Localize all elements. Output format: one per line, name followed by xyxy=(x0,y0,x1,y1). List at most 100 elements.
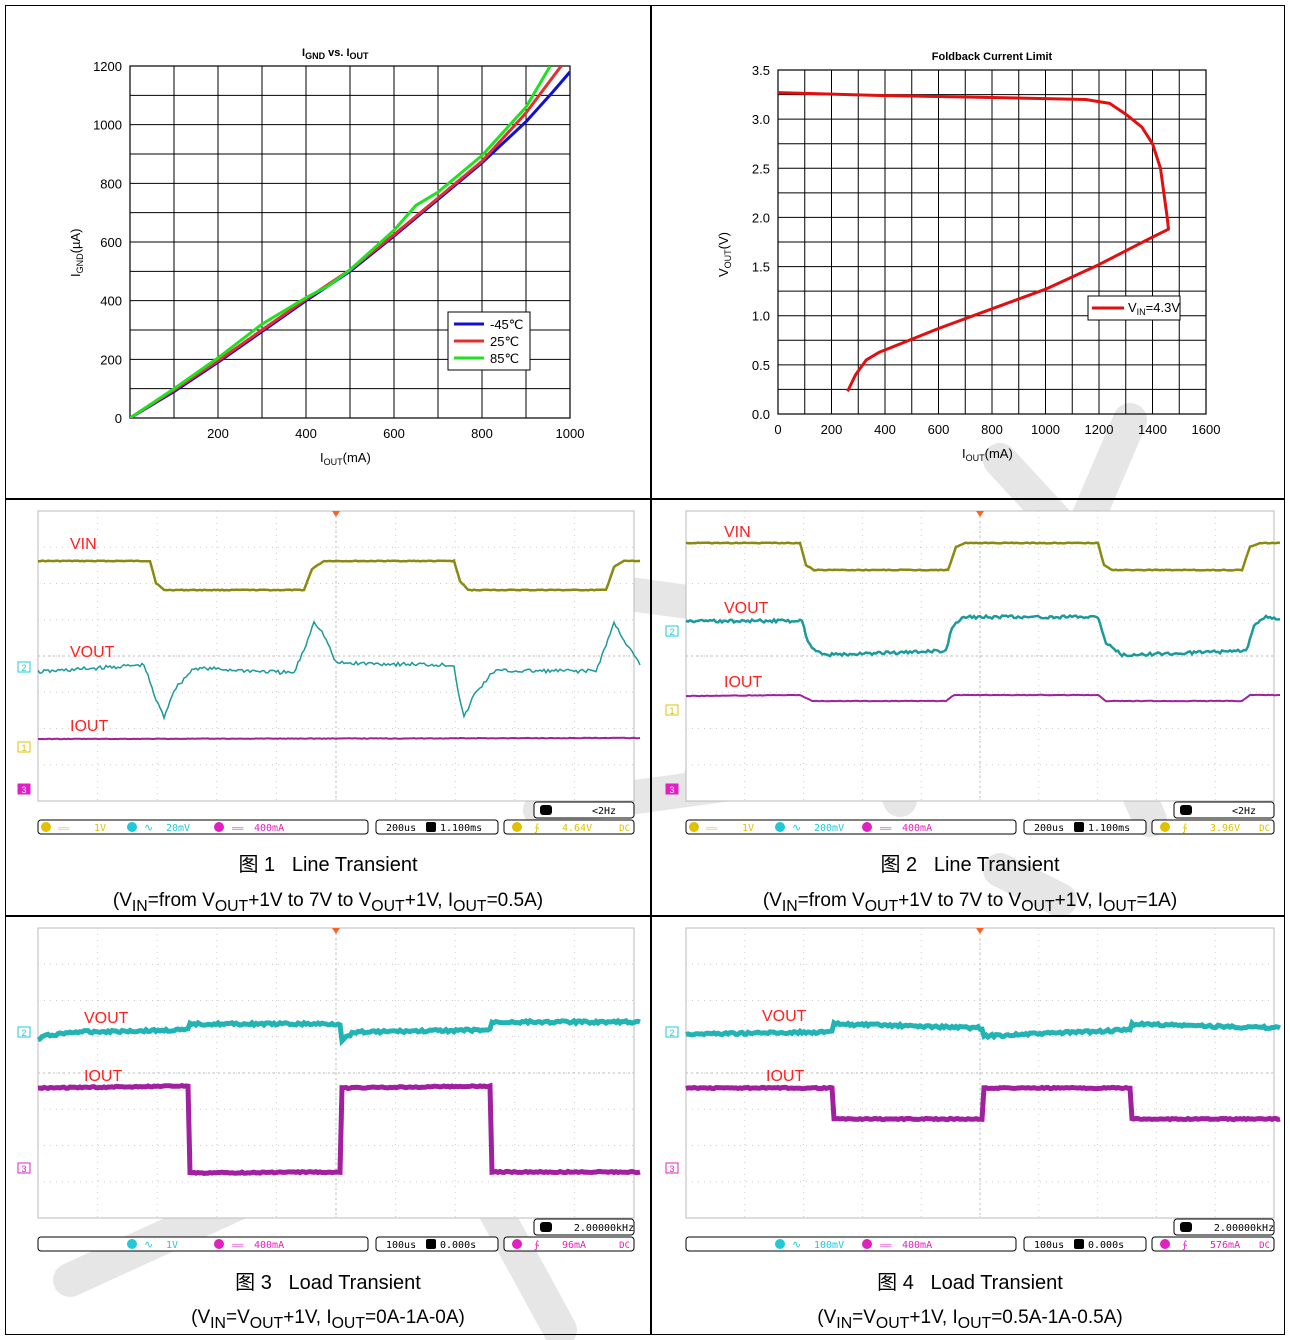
scope-trace xyxy=(685,693,1280,703)
series-line xyxy=(130,66,552,418)
x-axis-label: IOUT(mA) xyxy=(962,446,1013,463)
status-channels xyxy=(37,1236,369,1252)
x-tick-label: 1200 xyxy=(1085,422,1114,437)
trace-label: IOUT xyxy=(766,1068,804,1085)
scope-load-transient-4: 2 3 VOUT IOUT 2.00000kHz ∿ 100mV ══ 400mA 100us 0.… xyxy=(665,927,1282,1252)
status-channels xyxy=(685,819,1017,835)
channel-marker-number: 2 xyxy=(21,1028,26,1038)
y-axis-label-group: IGND(µA) xyxy=(68,229,85,277)
ch1-scale: 1V xyxy=(94,823,106,834)
trigger-coupling: DC xyxy=(619,824,630,834)
trace-label: VOUT xyxy=(84,1010,129,1027)
trace-label: VOUT xyxy=(70,644,115,661)
ch2-scale: 100mV xyxy=(814,1240,844,1251)
y-axis-label: VOUT(V) xyxy=(716,232,733,277)
x-axis-label: IOUT(mA) xyxy=(320,450,371,467)
trigger-slope-icon: ∱ xyxy=(534,823,540,834)
channel-marker-number: 2 xyxy=(669,1028,674,1038)
ch2-coupling: ∿ xyxy=(792,822,801,834)
trigger-level: 576mA xyxy=(1210,1240,1240,1251)
status-trigger xyxy=(503,819,635,835)
channel-marker xyxy=(17,783,31,795)
x-tick-label: 200 xyxy=(207,426,229,441)
y-tick-label: 400 xyxy=(100,294,122,309)
timebase-value: 200us xyxy=(386,823,416,834)
ch3-scale: 400mA xyxy=(902,1240,932,1251)
delay-value: 1.100ms xyxy=(1088,823,1130,834)
scope-line-transient-2: 2 1 3 VIN VOUT IOUT <2Hz ══ 1V ∿ 200mV ══ 400mA 200us… xyxy=(665,510,1281,835)
trigger-marker xyxy=(332,511,340,517)
freq-box xyxy=(1173,801,1275,819)
scope-trace xyxy=(685,1084,1281,1123)
ch2-icon xyxy=(127,822,137,832)
channel-marker-number: 2 xyxy=(21,663,26,673)
freq-icon xyxy=(540,805,552,815)
ch1-icon xyxy=(41,822,51,832)
legend-entry: -45℃ xyxy=(490,317,523,332)
x-tick-label: 1000 xyxy=(556,426,585,441)
x-tick-label: 1600 xyxy=(1192,422,1221,437)
scope-line-transient-1: 2 1 3 VIN VOUT IOUT <2Hz ══ 1V ∿ 20mV ══ 400mA 200us 1… xyxy=(17,510,641,835)
trigger-marker xyxy=(332,928,340,934)
ch2-icon xyxy=(127,1239,137,1249)
y-axis-label-group: VOUT(V) xyxy=(716,232,733,277)
channel-marker-number: 2 xyxy=(669,627,674,637)
trace-label: VOUT xyxy=(724,600,769,617)
caption-fig1-conditions: (VIN=from VOUT+1V to 7V to VOUT+1V, IOUT… xyxy=(112,890,544,915)
legend-entry: 25℃ xyxy=(490,334,519,349)
freq-box xyxy=(533,1218,635,1236)
x-tick-label: 600 xyxy=(383,426,405,441)
channel-marker xyxy=(665,625,679,637)
ch1-icon xyxy=(689,822,699,832)
trace-label: IOUT xyxy=(84,1068,122,1085)
x-tick-label: 600 xyxy=(928,422,950,437)
delay-icon xyxy=(1074,822,1084,832)
status-timebase xyxy=(1023,1236,1147,1252)
ch1-coupling: ══ xyxy=(705,824,718,833)
x-tick-label: 1400 xyxy=(1138,422,1167,437)
status-timebase xyxy=(1023,819,1147,835)
ch2-icon xyxy=(775,822,785,832)
freq-box xyxy=(1173,1218,1275,1236)
ch3-coupling: ══ xyxy=(879,1241,892,1250)
ch2-scale: 1V xyxy=(166,1240,178,1251)
ch3-coupling: ══ xyxy=(231,1241,244,1250)
scope-trace xyxy=(38,558,640,592)
y-tick-label: 0 xyxy=(115,411,122,426)
x-tick-label: 200 xyxy=(821,422,843,437)
timebase-value: 200us xyxy=(1034,823,1064,834)
caption-fig1: 图 1 Line Transient xyxy=(8,848,648,877)
trace-label: VIN xyxy=(70,536,97,553)
freq-value: 2.00000kHz xyxy=(1214,1223,1274,1234)
caption-fig4-conditions: (VIN=VOUT+1V, IOUT=0.5A-1A-0.5A) xyxy=(817,1307,1123,1332)
chart-ignd-vs-iout: 200 400 600 800 1000 0 200 400 600 800 1000 1200 IGN… xyxy=(68,47,585,467)
series-line xyxy=(778,91,1170,393)
caption-fig2: 图 2 Line Transient xyxy=(650,848,1290,877)
freq-icon xyxy=(540,1222,552,1232)
trigger-slope-icon: ∱ xyxy=(534,1240,540,1251)
channel-marker xyxy=(665,704,679,716)
channel-marker xyxy=(665,1162,679,1174)
scope-trace xyxy=(685,613,1281,659)
freq-icon xyxy=(1180,805,1192,815)
y-tick-label: 800 xyxy=(100,176,122,191)
channel-marker-number: 3 xyxy=(21,785,26,795)
channel-marker-number: 3 xyxy=(21,1164,26,1174)
y-tick-label: 2.0 xyxy=(752,210,770,225)
ch2-coupling: ∿ xyxy=(792,1239,801,1251)
channel-marker xyxy=(665,1026,679,1038)
channel-marker xyxy=(665,783,679,795)
caption-fig2-conditions: (VIN=from VOUT+1V to 7V to VOUT+1V, IOUT… xyxy=(762,890,1178,915)
trigger-slope-icon: ∱ xyxy=(1182,823,1188,834)
x-tick-label: 400 xyxy=(874,422,896,437)
trace-label: IOUT xyxy=(70,718,108,735)
trigger-marker xyxy=(976,928,984,934)
ch2-scale: 200mV xyxy=(814,823,844,834)
y-tick-label: 1.5 xyxy=(752,260,770,275)
delay-value: 0.000s xyxy=(440,1240,476,1251)
ch2-scale: 20mV xyxy=(166,823,190,834)
trace-label: VOUT xyxy=(762,1008,807,1025)
scope-trace xyxy=(685,1018,1282,1041)
delay-icon xyxy=(426,1239,436,1249)
freq-value: <2Hz xyxy=(1232,806,1256,817)
